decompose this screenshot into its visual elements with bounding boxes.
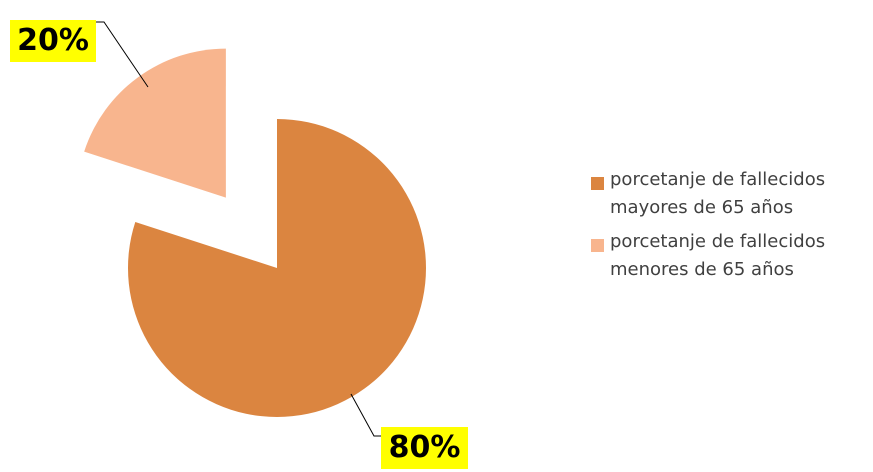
leader-line-menores <box>96 21 149 88</box>
legend: porcetanje de fallecidos mayores de 65 a… <box>591 166 871 290</box>
legend-swatch-mayores <box>591 177 604 190</box>
legend-label-mayores: porcetanje de fallecidos mayores de 65 a… <box>610 169 826 218</box>
pie-slice-menores <box>84 48 226 198</box>
legend-item-menores: porcetanje de fallecidos menores de 65 a… <box>591 228 871 284</box>
leader-line-mayores <box>350 393 381 437</box>
data-label-menores: 20% <box>10 20 96 62</box>
legend-swatch-menores <box>591 239 604 252</box>
legend-label-menores: porcetanje de fallecidos menores de 65 a… <box>610 231 826 280</box>
legend-item-mayores: porcetanje de fallecidos mayores de 65 a… <box>591 166 871 222</box>
data-label-mayores: 80% <box>381 427 468 469</box>
pie-slice-mayores <box>127 119 426 418</box>
